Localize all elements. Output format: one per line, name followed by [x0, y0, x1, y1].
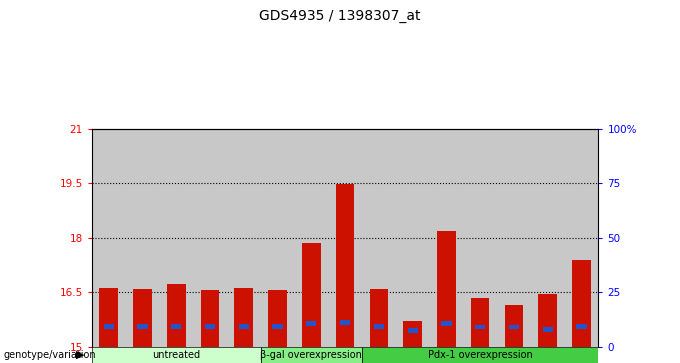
Bar — [167, 284, 186, 347]
Bar — [260, 129, 294, 347]
Bar — [205, 324, 215, 329]
Bar — [430, 129, 463, 347]
Bar — [463, 129, 497, 347]
Text: Pdx-1 overexpression: Pdx-1 overexpression — [428, 350, 532, 360]
Bar — [306, 321, 316, 326]
Bar — [475, 325, 486, 329]
Bar — [92, 347, 260, 363]
Bar — [294, 129, 328, 347]
Text: ▶: ▶ — [76, 350, 84, 360]
Bar — [437, 231, 456, 347]
Bar — [92, 129, 126, 347]
Bar — [509, 325, 519, 329]
Bar — [370, 289, 388, 347]
Bar — [539, 294, 557, 347]
Bar — [564, 129, 598, 347]
Bar — [374, 324, 384, 329]
Bar — [126, 129, 159, 347]
Text: genotype/variation: genotype/variation — [3, 350, 96, 360]
Bar — [193, 129, 227, 347]
Bar — [201, 290, 219, 347]
Bar — [336, 184, 354, 347]
Bar — [577, 324, 587, 329]
Bar — [543, 327, 553, 332]
Bar — [260, 347, 362, 363]
Bar — [505, 305, 523, 347]
Bar — [99, 288, 118, 347]
Bar — [227, 129, 260, 347]
Bar — [407, 328, 418, 333]
Bar — [328, 129, 362, 347]
Bar — [340, 320, 350, 325]
Bar — [362, 347, 598, 363]
Bar — [239, 324, 249, 329]
Text: β-gal overexpression: β-gal overexpression — [260, 350, 362, 360]
Bar — [471, 298, 490, 347]
Bar — [269, 290, 287, 347]
Text: GDS4935 / 1398307_at: GDS4935 / 1398307_at — [259, 9, 421, 23]
Bar — [403, 321, 422, 347]
Text: untreated: untreated — [152, 350, 201, 360]
Bar — [133, 289, 152, 347]
Bar — [159, 129, 193, 347]
Bar — [362, 129, 396, 347]
Bar — [396, 129, 430, 347]
Bar — [273, 324, 283, 329]
Bar — [531, 129, 564, 347]
Bar — [137, 324, 148, 329]
Bar — [302, 243, 320, 347]
Bar — [171, 324, 182, 329]
Bar — [497, 129, 531, 347]
Bar — [573, 260, 591, 347]
Bar — [441, 321, 452, 326]
Bar — [103, 324, 114, 329]
Bar — [235, 288, 253, 347]
